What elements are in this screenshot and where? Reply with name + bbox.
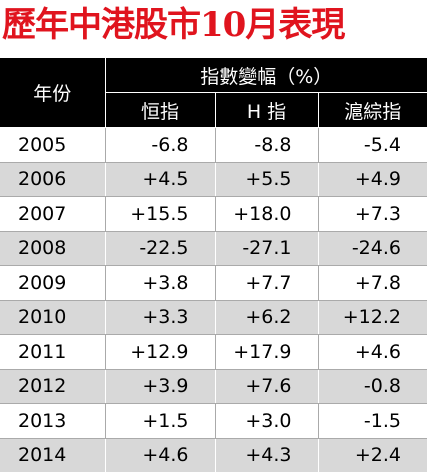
year-cell: 2010 — [0, 300, 105, 335]
data-table: 年份 指數變幅（%） 恒指 H 指 滬綜指 2005 -6.8 -8.8 -5.4 20… — [0, 58, 427, 472]
value-cell: +4.5 — [104, 162, 215, 197]
table-row: 2005 -6.8 -8.8 -5.4 — [0, 127, 427, 163]
value-cell: +3.9 — [104, 369, 215, 404]
value-cell: +12.2 — [317, 300, 427, 335]
year-cell: 2007 — [0, 196, 105, 232]
value-cell: +17.9 — [214, 334, 318, 370]
column-header: 恒指 — [104, 92, 216, 128]
year-cell: 2011 — [0, 334, 105, 370]
value-cell: +5.5 — [214, 162, 318, 197]
value-cell: +3.0 — [214, 403, 318, 439]
table-row: 2008 -22.5 -27.1 -24.6 — [0, 231, 427, 266]
table-row: 2013 +1.5 +3.0 -1.5 — [0, 403, 427, 439]
value-cell: -5.4 — [317, 127, 427, 163]
table-header: 年份 指數變幅（%） 恒指 H 指 滬綜指 — [0, 58, 427, 128]
header-row: 恒指 H 指 滬綜指 — [0, 92, 427, 128]
value-cell: +3.3 — [104, 300, 215, 335]
value-cell: -22.5 — [104, 231, 215, 266]
year-header: 年份 — [0, 58, 106, 128]
value-cell: +4.6 — [317, 334, 427, 370]
value-cell: +1.5 — [104, 403, 215, 439]
value-cell: -27.1 — [214, 231, 318, 266]
year-cell: 2012 — [0, 369, 105, 404]
value-cell: +18.0 — [214, 196, 318, 232]
value-cell: +3.8 — [104, 265, 215, 301]
column-header: H 指 — [214, 92, 319, 128]
year-cell: 2014 — [0, 438, 105, 472]
table-row: 2012 +3.9 +7.6 -0.8 — [0, 369, 427, 404]
table-row: 2011 +12.9 +17.9 +4.6 — [0, 334, 427, 370]
table-row: 2014 +4.6 +4.3 +2.4 — [0, 438, 427, 472]
year-cell: 2006 — [0, 162, 105, 197]
value-cell: +2.4 — [317, 438, 427, 472]
header-row: 年份 指數變幅（%） — [0, 58, 427, 128]
value-cell: +15.5 — [104, 196, 215, 232]
year-cell: 2008 — [0, 231, 105, 266]
year-cell: 2009 — [0, 265, 105, 301]
year-cell: 2013 — [0, 403, 105, 439]
column-header: 滬綜指 — [317, 92, 427, 128]
value-cell: -8.8 — [214, 127, 318, 163]
year-cell: 2005 — [0, 127, 105, 163]
value-cell: +7.3 — [317, 196, 427, 232]
value-cell: +7.6 — [214, 369, 318, 404]
value-cell: +4.3 — [214, 438, 318, 472]
table-row: 2009 +3.8 +7.7 +7.8 — [0, 265, 427, 301]
value-cell: +12.9 — [104, 334, 215, 370]
title: 歷年中港股市10月表現 — [2, 5, 345, 45]
table-row: 2007 +15.5 +18.0 +7.3 — [0, 196, 427, 232]
table-row: 2010 +3.3 +6.2 +12.2 — [0, 300, 427, 335]
value-cell: -0.8 — [317, 369, 427, 404]
table-body: 2005 -6.8 -8.8 -5.4 2006 +4.5 +5.5 +4.9 2007 +15.… — [0, 127, 427, 472]
table-row: 2006 +4.5 +5.5 +4.9 — [0, 162, 427, 197]
value-cell: +7.7 — [214, 265, 318, 301]
value-cell: -1.5 — [317, 403, 427, 439]
value-cell: +6.2 — [214, 300, 318, 335]
value-cell: +7.8 — [317, 265, 427, 301]
value-cell: +4.6 — [104, 438, 215, 472]
value-cell: +4.9 — [317, 162, 427, 197]
value-cell: -24.6 — [317, 231, 427, 266]
group-header: 指數變幅（%） — [104, 58, 427, 93]
value-cell: -6.8 — [104, 127, 215, 163]
